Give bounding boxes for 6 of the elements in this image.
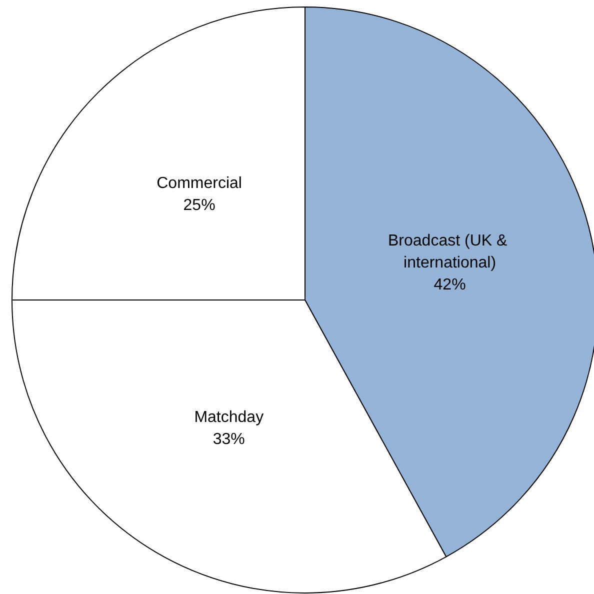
data-label: 25% [183,196,216,214]
data-label: 42% [434,276,466,294]
slice-label: Matchday [194,409,264,426]
slice-label: Commercial [156,174,242,192]
slice-label: Broadcast (UK & international) [388,232,512,272]
data-label: 33% [212,431,245,448]
